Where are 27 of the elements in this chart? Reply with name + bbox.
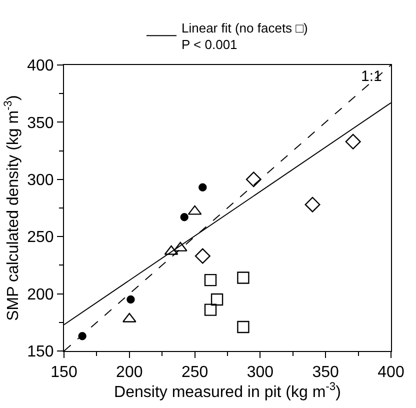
point xyxy=(237,320,250,334)
x-tick-label: 150 xyxy=(50,364,78,382)
point xyxy=(194,248,210,264)
legend-label: Linear fit (no facets □) P < 0.001 xyxy=(182,20,308,52)
x-tick-label: 200 xyxy=(116,364,143,382)
annotation: 1:1 xyxy=(361,68,382,85)
point xyxy=(304,196,320,212)
point xyxy=(210,293,224,306)
y-tick-label: 350 xyxy=(27,114,54,132)
x-tick-label: 400 xyxy=(378,364,404,382)
point xyxy=(345,134,361,150)
point xyxy=(204,274,217,286)
x-tick-label: 350 xyxy=(312,364,340,382)
point xyxy=(237,272,250,284)
point xyxy=(246,172,262,188)
point xyxy=(180,213,188,222)
y-tick-label: 200 xyxy=(27,286,54,304)
y-tick-label: 300 xyxy=(27,172,54,189)
x-tick-label: 300 xyxy=(246,364,274,382)
x-tick-label: 250 xyxy=(181,364,208,382)
y-tick-label: 250 xyxy=(27,229,54,246)
x-axis-title: Density measured in pit (kg m$^{-3}$) xyxy=(114,381,341,401)
point xyxy=(198,183,207,192)
point xyxy=(126,295,135,304)
y-tick-label: 150 xyxy=(27,344,54,361)
y-tick-label: 400 xyxy=(27,58,54,75)
point xyxy=(204,304,217,316)
